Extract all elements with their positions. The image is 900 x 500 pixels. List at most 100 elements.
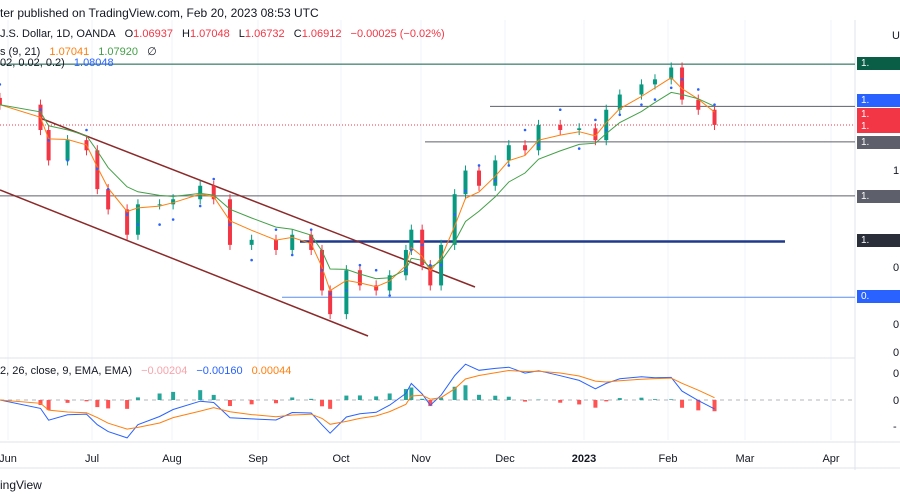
candle-body — [617, 94, 622, 110]
ma-extra: ∅ — [147, 46, 157, 58]
time-axis-label: Feb — [659, 453, 678, 465]
open-label: O — [124, 28, 134, 40]
price-axis-label: 1. — [893, 165, 900, 177]
candle-body — [344, 270, 349, 315]
macd-axis-label: 0. — [893, 395, 900, 407]
last-price-tag: 1. — [857, 108, 900, 121]
macd-histogram-bar — [409, 387, 414, 400]
sar-dot — [493, 179, 497, 182]
ma-slow-value: 1.07920 — [98, 46, 139, 58]
macd-histogram-bar — [387, 393, 392, 400]
sar-dot — [453, 213, 456, 216]
candle-body — [493, 160, 498, 186]
macd-histogram-bar — [157, 393, 162, 400]
candle-body — [65, 140, 70, 161]
sar-dot — [604, 128, 608, 132]
candle-body — [157, 204, 162, 206]
candle-body — [639, 84, 644, 95]
sar-dot — [577, 147, 581, 150]
sar-dot — [464, 189, 467, 193]
candle-body — [46, 130, 51, 161]
macd-histogram-bar — [477, 394, 482, 400]
sar-dot — [212, 177, 216, 181]
sar-dot — [136, 223, 140, 226]
sar-dot — [428, 263, 432, 267]
candle-body — [357, 270, 362, 286]
macd-histogram-bar — [577, 400, 582, 405]
tradingview-brand: ingView — [0, 478, 42, 492]
macd-histogram-bar — [38, 400, 43, 406]
currency-label: U — [892, 30, 900, 42]
symbol-legend: J.S. Dollar, 1D, OANDA O1.06937 H1.07048… — [0, 28, 451, 40]
candle-body — [593, 128, 598, 141]
candle-body — [506, 145, 511, 161]
candle-body — [125, 209, 130, 235]
price-tag: 1. — [857, 190, 900, 203]
symbol-name: J.S. Dollar, 1D, OANDA — [0, 28, 116, 40]
sar-dot — [558, 108, 562, 112]
sar-dot — [618, 113, 622, 117]
macd-histogram-bar — [617, 398, 622, 400]
channel-upper-line — [39, 117, 476, 288]
candle-body — [463, 170, 468, 195]
candle-body — [523, 145, 528, 151]
macd-histogram-bar — [320, 400, 325, 407]
macd-signal-value: 0.00044 — [251, 365, 292, 377]
time-axis-label: Oct — [332, 453, 349, 465]
open-value: 1.06937 — [133, 28, 173, 40]
candle-body — [106, 189, 111, 210]
macd-histogram-bar — [357, 395, 362, 400]
macd-histogram-bar — [46, 400, 51, 411]
price-tag: 1. — [857, 234, 900, 247]
macd-histogram-bar — [593, 400, 598, 408]
candle-body — [558, 124, 563, 131]
macd-histogram-bar — [290, 397, 295, 400]
time-axis-label: Aug — [162, 453, 182, 465]
macd-histogram-bar — [171, 391, 176, 400]
candle-body — [249, 239, 254, 245]
macd-histogram-bar — [309, 398, 314, 400]
sar-label: 02, 0.02, 0.2) — [0, 57, 65, 69]
macd-histogram-bar — [604, 400, 609, 402]
macd-line — [0, 363, 715, 439]
macd-label: 2, 26, close, 9, EMA, EMA) — [0, 365, 133, 377]
macd-histogram-bar — [344, 395, 349, 400]
macd-histogram-bar — [506, 396, 511, 400]
candle-body — [428, 265, 433, 286]
macd-histogram-bar — [328, 400, 333, 409]
close-label: C — [293, 28, 302, 40]
candle-body — [536, 124, 541, 151]
sar-dot — [320, 268, 324, 272]
candle-body — [477, 170, 482, 186]
macd-histogram-bar — [420, 398, 425, 400]
sar-price-tag: 1. — [857, 94, 900, 107]
macd-signal-line — [0, 369, 715, 430]
sar-dot — [250, 258, 253, 262]
time-axis-label: 2023 — [572, 453, 596, 465]
channel-lower-line — [0, 189, 369, 337]
macd-line-value: −0.00160 — [196, 365, 243, 377]
sar-dot — [345, 289, 348, 292]
macd-histogram-bar — [273, 400, 278, 404]
candle-body — [577, 128, 582, 131]
macd-histogram-bar — [493, 395, 498, 400]
price-tag: 1. — [857, 57, 900, 70]
sar-dot — [523, 128, 527, 132]
macd-axis-label: - — [893, 421, 897, 433]
macd-histogram-bar — [65, 400, 70, 403]
macd-histogram-bar — [523, 400, 528, 402]
sar-dot — [374, 268, 378, 272]
sar-dot — [274, 228, 278, 231]
candle-body — [211, 185, 216, 200]
sar-dot — [680, 78, 684, 81]
sar-dot — [328, 292, 332, 296]
sar-dot — [171, 218, 175, 221]
sar-dot — [594, 118, 597, 122]
price-axis-label: 0. — [893, 347, 900, 359]
sar-dot — [713, 103, 716, 106]
low-value: 1.06732 — [244, 28, 285, 40]
sar-dot — [669, 86, 673, 90]
sar-dot — [640, 103, 643, 106]
time-axis-label: Apr — [822, 453, 839, 465]
